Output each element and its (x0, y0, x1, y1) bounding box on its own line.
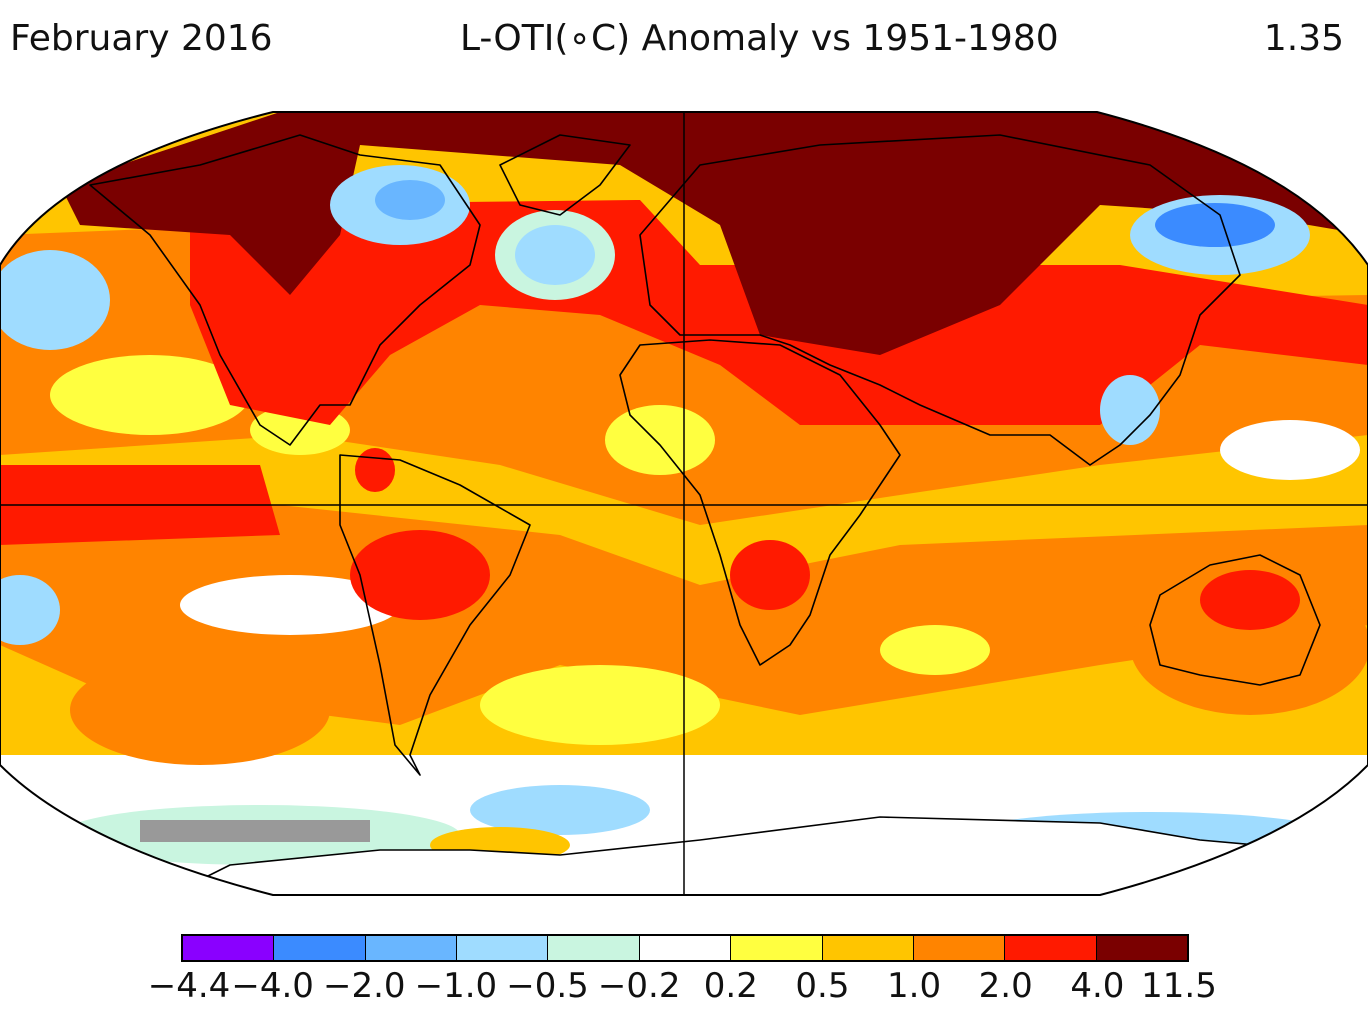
legend-tick-label: 11.5 (1141, 966, 1217, 1006)
legend-swatch (638, 936, 731, 960)
south-america-outline (339, 454, 531, 776)
anomaly-region (1130, 575, 1368, 715)
north-america-outline (89, 134, 481, 446)
color-legend (181, 934, 1189, 962)
map-title: L-OTI(∘C) Anomaly vs 1951-1980 (460, 18, 1059, 59)
anomaly-region (350, 530, 490, 620)
greenland-outline (499, 134, 631, 216)
legend-tick-label: −0.5 (506, 966, 589, 1006)
legend-tick-label: 4.0 (1070, 966, 1125, 1006)
legend-swatch (912, 936, 1005, 960)
legend-swatch (183, 936, 274, 960)
legend-tick-label: 0.5 (795, 966, 850, 1006)
anomaly-region (605, 405, 715, 475)
legend-tick-label: −4.0 (231, 966, 314, 1006)
legend-tick-label: −4.4 (147, 966, 231, 1006)
anomaly-region (1100, 375, 1160, 445)
eurasia-outline (639, 134, 1241, 466)
anomaly-region (880, 625, 990, 675)
globe-border (0, 111, 1368, 896)
africa-outline (619, 339, 901, 666)
legend-swatch (364, 936, 457, 960)
legend-swatch (1095, 936, 1187, 960)
temperature-anomaly-map (0, 111, 1368, 896)
anomaly-region (0, 575, 60, 645)
legend-swatch (821, 936, 913, 960)
anomaly-region (180, 575, 400, 635)
antarctica-outline (179, 816, 1368, 891)
anomaly-region (470, 785, 650, 835)
legend-swatch (456, 936, 548, 960)
legend-tick-label: −0.2 (597, 966, 681, 1006)
legend-swatch (730, 936, 822, 960)
anomaly-region (1155, 203, 1275, 247)
legend-tick-label: −2.0 (322, 966, 406, 1006)
anomaly-region (375, 180, 445, 220)
legend-tick-label: 2.0 (978, 966, 1033, 1006)
global-mean-value: 1.35 (1263, 18, 1344, 59)
map-date-label: February 2016 (10, 18, 273, 59)
anomaly-region (70, 655, 330, 765)
anomaly-region (515, 225, 595, 285)
anomaly-region (50, 355, 250, 435)
anomaly-region (60, 112, 1368, 355)
anomaly-region (355, 448, 395, 492)
anomaly-region (730, 540, 810, 610)
legend-swatch (1004, 936, 1096, 960)
anomaly-missing (140, 820, 370, 842)
anomaly-region (480, 665, 720, 745)
anomaly-region (1200, 570, 1300, 630)
anomaly-field (0, 112, 1368, 895)
legend-tick-label: 1.0 (887, 966, 942, 1006)
legend-tick-label: 0.2 (703, 966, 758, 1006)
anomaly-region (1220, 420, 1360, 480)
australia-outline (1149, 554, 1321, 686)
legend-swatch (273, 936, 365, 960)
legend-swatch (547, 936, 639, 960)
legend-tick-label: −1.0 (414, 966, 498, 1006)
anomaly-region (0, 250, 110, 350)
